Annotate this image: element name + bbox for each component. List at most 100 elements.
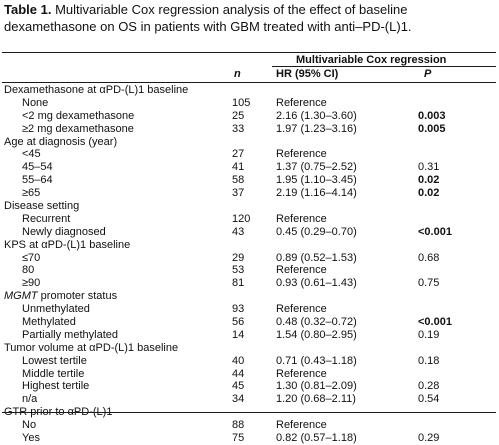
- row-label: Unmethylated: [22, 303, 90, 316]
- p-cell: 0.54: [418, 393, 440, 406]
- header-group: Multivariable Cox regression: [296, 54, 447, 66]
- section-label: Disease setting: [4, 200, 80, 213]
- n-cell: 81: [232, 277, 245, 290]
- n-cell: 58: [232, 174, 245, 187]
- row-label: ≥2 mg dexamethasone: [22, 122, 134, 135]
- n-cell: 88: [232, 419, 245, 432]
- hr-cell: Reference: [276, 96, 327, 109]
- table-row: ≥2 mg dexamethasone 33 1.97 (1.23–3.16) 0.0…: [0, 123, 499, 136]
- table-row: None 105 Reference: [0, 97, 499, 110]
- n-cell: 27: [232, 148, 245, 161]
- section-label: MGMT promoter status: [4, 290, 117, 303]
- table-row: ≤70 29 0.89 (0.52–1.53) 0.68: [0, 252, 499, 265]
- n-cell: 44: [232, 367, 245, 380]
- table-row: n/a 34 1.20 (0.68–2.11) 0.54: [0, 393, 499, 406]
- n-cell: 45: [232, 380, 245, 393]
- section-label: Age at diagnosis (year): [4, 135, 118, 148]
- table-label: Table 1.: [4, 2, 52, 17]
- section-row: MGMT promoter status: [0, 290, 499, 303]
- hr-cell: 1.30 (0.81–2.09): [276, 380, 357, 393]
- p-cell: 0.003: [418, 109, 446, 122]
- row-label: Lowest tertile: [22, 354, 87, 367]
- p-cell: <0.001: [418, 316, 452, 329]
- section-label: KPS at αPD-(L)1 baseline: [4, 238, 131, 251]
- table-row: Newly diagnosed 43 0.45 (0.29–0.70) <0.001: [0, 226, 499, 239]
- row-label: None: [22, 96, 49, 109]
- n-cell: 40: [232, 354, 245, 367]
- n-cell: 53: [232, 264, 245, 277]
- p-cell: 0.005: [418, 122, 446, 135]
- group-underline: [272, 66, 496, 67]
- header-rule: [2, 82, 496, 83]
- table-caption: Table 1. Multivariable Cox regression an…: [4, 2, 496, 35]
- table-row: Lowest tertile 40 0.71 (0.43–1.18) 0.18: [0, 355, 499, 368]
- n-cell: 75: [232, 432, 245, 445]
- header-n: n: [234, 68, 241, 80]
- n-cell: 14: [232, 328, 245, 341]
- row-label: ≥65: [22, 187, 41, 200]
- section-row: Age at diagnosis (year): [0, 136, 499, 149]
- n-cell: 33: [232, 122, 245, 135]
- n-cell: 43: [232, 225, 245, 238]
- hr-cell: Reference: [276, 212, 327, 225]
- p-cell: 0.19: [418, 328, 440, 341]
- table-row: Methylated 56 0.48 (0.32–0.72) <0.001: [0, 316, 499, 329]
- section-row: Disease setting: [0, 200, 499, 213]
- hr-cell: Reference: [276, 264, 327, 277]
- table-row: 55–64 58 1.95 (1.10–3.45) 0.02: [0, 174, 499, 187]
- header-p: P: [424, 68, 432, 80]
- row-label: 45–54: [22, 161, 53, 174]
- table-row: Recurrent 120 Reference: [0, 213, 499, 226]
- section-label: Dexamethasone at αPD-(L)1 baseline: [4, 84, 189, 96]
- table-row: ≥90 81 0.93 (0.61–1.43) 0.75: [0, 277, 499, 290]
- hr-cell: 2.19 (1.16–4.14): [276, 187, 357, 200]
- top-rule: [2, 52, 496, 53]
- bottom-rule: [2, 412, 496, 413]
- section-row: Tumor volume at αPD-(L)1 baseline: [0, 342, 499, 355]
- table-row: Unmethylated 93 Reference: [0, 303, 499, 316]
- row-label: Partially methylated: [22, 328, 118, 341]
- p-cell: 0.31: [418, 161, 440, 174]
- row-label: Middle tertile: [22, 367, 85, 380]
- table-row: Yes 75 0.82 (0.57–1.18) 0.29: [0, 432, 499, 445]
- hr-cell: 0.45 (0.29–0.70): [276, 225, 357, 238]
- hr-cell: 1.95 (1.10–3.45): [276, 174, 357, 187]
- row-label: Yes: [22, 432, 40, 445]
- n-cell: 56: [232, 316, 245, 329]
- row-label: 55–64: [22, 174, 53, 187]
- row-label: Highest tertile: [22, 380, 90, 393]
- table-row: No 88 Reference: [0, 419, 499, 432]
- row-label: Methylated: [22, 316, 76, 329]
- n-cell: 34: [232, 393, 245, 406]
- section-label-rest: promoter status: [37, 290, 118, 303]
- hr-cell: Reference: [276, 367, 327, 380]
- hr-cell: 0.93 (0.61–1.43): [276, 277, 357, 290]
- p-cell: 0.28: [418, 380, 440, 393]
- row-label: Newly diagnosed: [22, 225, 106, 238]
- section-label-italic: MGMT: [4, 290, 38, 303]
- table-body: Dexamethasone at αPD-(L)1 baseline None 10…: [0, 84, 499, 445]
- row-label: ≥90: [22, 277, 41, 290]
- hr-cell: 0.89 (0.52–1.53): [276, 251, 357, 264]
- row-label: Recurrent: [22, 212, 71, 225]
- p-cell: 0.02: [418, 174, 440, 187]
- hr-cell: Reference: [276, 148, 327, 161]
- header-hr: HR (95% CI): [276, 68, 339, 80]
- hr-cell: 1.20 (0.68–2.11): [276, 393, 356, 406]
- n-cell: 37: [232, 187, 245, 200]
- hr-cell: 0.71 (0.43–1.18): [276, 354, 357, 367]
- hr-cell: 1.97 (1.23–3.16): [276, 122, 357, 135]
- p-cell: 0.02: [418, 187, 440, 200]
- table-row: <2 mg dexamethasone 25 2.16 (1.30–3.60) 0.0…: [0, 110, 499, 123]
- n-cell: 41: [232, 161, 245, 174]
- table-row: Partially methylated 14 1.54 (0.80–2.95) 0.…: [0, 329, 499, 342]
- section-row: Dexamethasone at αPD-(L)1 baseline: [0, 84, 499, 97]
- n-cell: 93: [232, 303, 245, 316]
- hr-cell: 1.37 (0.75–2.52): [276, 161, 357, 174]
- table-row: 45–54 41 1.37 (0.75–2.52) 0.31: [0, 161, 499, 174]
- table-row: Middle tertile 44 Reference: [0, 368, 499, 381]
- hr-cell: 0.48 (0.32–0.72): [276, 316, 357, 329]
- hr-cell: 0.82 (0.57–1.18): [276, 432, 357, 445]
- hr-cell: Reference: [276, 303, 327, 316]
- hr-cell: Reference: [276, 419, 327, 432]
